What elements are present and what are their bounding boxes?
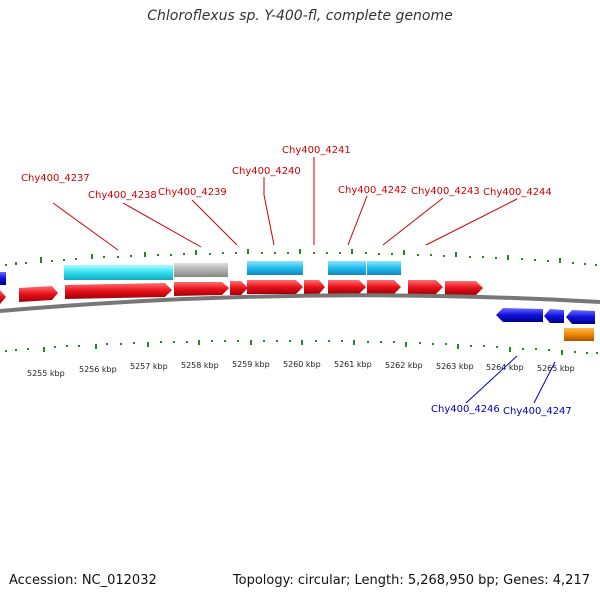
feature-lane: [0, 261, 401, 285]
forward-cds-arrow[interactable]: [247, 280, 303, 294]
axis-label: 5265 kbp: [537, 364, 575, 373]
forward-gene-labels: Chy400_4237 Chy400_4238 Chy400_4239 Chy4…: [21, 145, 552, 201]
axis-label: 5261 kbp: [334, 360, 372, 369]
forward-cds-arrow[interactable]: [328, 280, 366, 294]
axis-label: 5262 kbp: [385, 361, 423, 370]
feature-box[interactable]: [564, 328, 594, 341]
gene-label[interactable]: Chy400_4243: [411, 186, 480, 197]
forward-cds-arrow[interactable]: [367, 280, 401, 294]
forward-cds-arrow[interactable]: [408, 280, 443, 295]
leader-line: [263, 177, 275, 246]
forward-cds-arrow[interactable]: [230, 281, 248, 295]
axis-labels: 5255 kbp 5256 kbp 5257 kbp 5258 kbp 5259…: [27, 360, 575, 378]
leader-line: [465, 355, 518, 404]
leader-line: [191, 199, 238, 246]
reverse-cds-arrow[interactable]: [544, 309, 564, 323]
gene-label[interactable]: Chy400_4237: [21, 173, 90, 184]
forward-cds-arrow[interactable]: [65, 283, 172, 299]
feature-box[interactable]: [0, 272, 6, 285]
gene-label[interactable]: Chy400_4240: [232, 166, 301, 177]
axis-label: 5260 kbp: [283, 360, 321, 369]
gene-label[interactable]: Chy400_4238: [88, 190, 157, 201]
feature-box[interactable]: [328, 261, 366, 275]
forward-leaders: [52, 157, 518, 251]
reverse-cds-arrow[interactable]: [496, 308, 543, 322]
genome-summary: Topology: circular; Length: 5,268,950 bp…: [232, 573, 590, 588]
axis-label: 5257 kbp: [130, 362, 168, 371]
genome-backbone: [0, 293, 600, 313]
lower-ticks: [5, 340, 598, 355]
feature-box[interactable]: [174, 263, 228, 277]
forward-cds-arrow[interactable]: [19, 286, 58, 302]
gene-label[interactable]: Chy400_4244: [483, 187, 552, 198]
accession-label: Accession: NC_012032: [9, 573, 157, 588]
forward-cds-arrow[interactable]: [0, 290, 6, 304]
gene-label[interactable]: Chy400_4246: [431, 404, 500, 415]
feature-box[interactable]: [367, 261, 401, 275]
upper-ticks: [5, 249, 597, 266]
gene-label[interactable]: Chy400_4241: [282, 145, 351, 156]
leader-line: [347, 195, 368, 246]
leader-line: [52, 202, 119, 251]
reverse-leaders: [465, 355, 556, 404]
forward-cds-arrow[interactable]: [445, 281, 483, 295]
reverse-cds-arrow[interactable]: [566, 310, 595, 324]
forward-cds-track: [0, 280, 483, 304]
axis-label: 5259 kbp: [232, 360, 270, 369]
leader-line: [425, 198, 518, 246]
forward-cds-arrow[interactable]: [174, 282, 229, 296]
reverse-gene-labels: Chy400_4246 Chy400_4247: [431, 404, 572, 417]
reverse-cds-track: [496, 308, 595, 324]
feature-box[interactable]: [247, 261, 303, 275]
gene-label[interactable]: Chy400_4239: [158, 187, 227, 198]
forward-cds-arrow[interactable]: [304, 280, 325, 294]
leader-line: [122, 202, 202, 248]
axis-label: 5256 kbp: [79, 365, 117, 374]
leader-line: [382, 197, 444, 246]
feature-box[interactable]: [64, 265, 173, 280]
gene-label[interactable]: Chy400_4247: [503, 406, 572, 417]
gene-label[interactable]: Chy400_4242: [338, 185, 407, 196]
axis-label: 5255 kbp: [27, 369, 65, 378]
axis-label: 5258 kbp: [181, 361, 219, 370]
leader-line: [533, 361, 556, 404]
map-title: Chloroflexus sp. Y-400-fl, complete geno…: [147, 8, 453, 24]
axis-label: 5263 kbp: [436, 362, 474, 371]
